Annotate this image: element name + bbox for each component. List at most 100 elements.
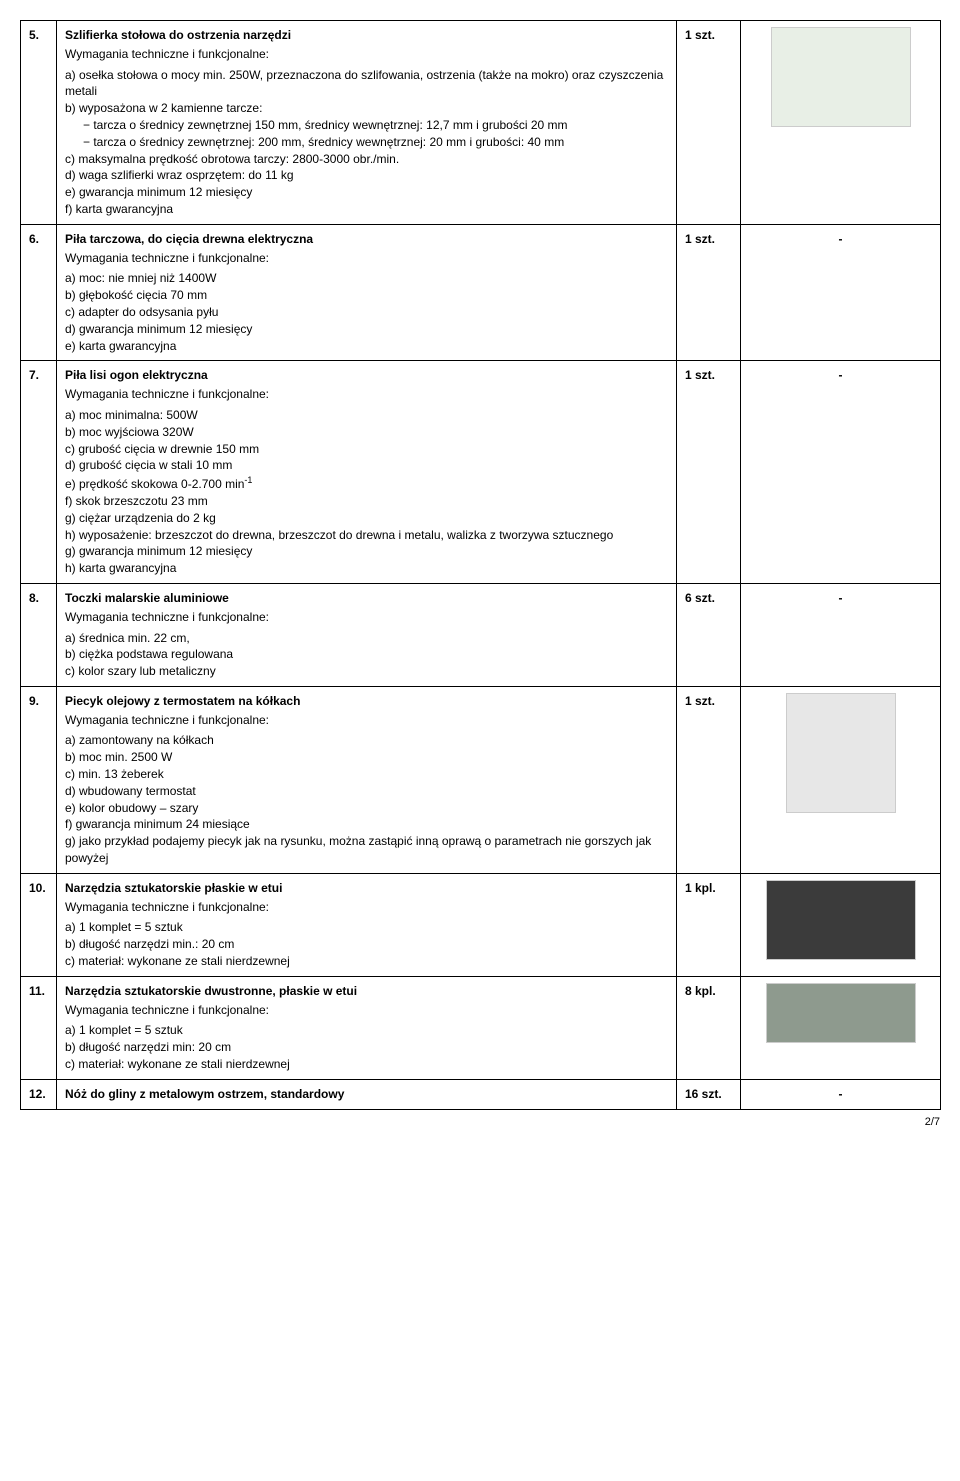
list-item: b) długość narzędzi min: 20 cm (65, 1039, 668, 1056)
row-description: Narzędzia sztukatorskie płaskie w etui Wy… (57, 873, 677, 976)
list-item: a) 1 komplet = 5 sztuk (65, 1022, 668, 1039)
row-image-cell (741, 21, 941, 225)
row-description: Narzędzia sztukatorskie dwustronne, płas… (57, 976, 677, 1079)
item-title: Piła tarczowa, do cięcia drewna elektryc… (65, 231, 668, 248)
item-subtitle: Wymagania techniczne i funkcjonalne: (65, 250, 668, 267)
list-item: b) ciężka podstawa regulowana (65, 646, 668, 663)
row-image-cell: - (741, 1079, 941, 1109)
list-item: a) średnica min. 22 cm, (65, 630, 668, 647)
item-subtitle: Wymagania techniczne i funkcjonalne: (65, 899, 668, 916)
row-description: Piła tarczowa, do cięcia drewna elektryc… (57, 224, 677, 361)
list-item: d) wbudowany termostat (65, 783, 668, 800)
row-description: Szlifierka stołowa do ostrzenia narzędzi… (57, 21, 677, 225)
row-number: 11. (21, 976, 57, 1079)
page-footer: 2/7 (20, 1116, 940, 1128)
row-quantity: 1 szt. (677, 21, 741, 225)
row-quantity: 1 szt. (677, 361, 741, 584)
item-title: Narzędzia sztukatorskie dwustronne, płas… (65, 983, 668, 1000)
list-item: c) materiał: wykonane ze stali nierdzewn… (65, 1056, 668, 1073)
item-title: Piecyk olejowy z termostatem na kółkach (65, 693, 668, 710)
list-item: c) min. 13 żeberek (65, 766, 668, 783)
item-list: a) moc: nie mniej niż 1400Wb) głębokość … (65, 270, 668, 354)
list-item: g) ciężar urządzenia do 2 kg (65, 510, 668, 527)
item-subtitle: Wymagania techniczne i funkcjonalne: (65, 46, 668, 63)
item-title: Toczki malarskie aluminiowe (65, 590, 668, 607)
list-item: e) kolor obudowy – szary (65, 800, 668, 817)
row-number: 9. (21, 686, 57, 873)
row-number: 12. (21, 1079, 57, 1109)
list-item: c) kolor szary lub metaliczny (65, 663, 668, 680)
row-quantity: 8 kpl. (677, 976, 741, 1079)
item-list: a) osełka stołowa o mocy min. 250W, prze… (65, 67, 668, 117)
list-item: g) gwarancja minimum 12 miesięcy (65, 543, 668, 560)
item-subtitle: Wymagania techniczne i funkcjonalne: (65, 609, 668, 626)
list-item: d) gwarancja minimum 12 miesięcy (65, 321, 668, 338)
row-quantity: 16 szt. (677, 1079, 741, 1109)
list-item: a) moc minimalna: 500W (65, 407, 668, 424)
row-number: 6. (21, 224, 57, 361)
list-item: e) prędkość skokowa 0-2.700 min-1 (65, 474, 668, 493)
table-row: 9.Piecyk olejowy z termostatem na kółkac… (21, 686, 941, 873)
row-image-cell (741, 976, 941, 1079)
list-item: h) wyposażenie: brzeszczot do drewna, br… (65, 527, 668, 544)
row-quantity: 1 kpl. (677, 873, 741, 976)
list-item: c) adapter do odsysania pyłu (65, 304, 668, 321)
list-item: c) maksymalna prędkość obrotowa tarczy: … (65, 151, 668, 168)
table-row: 10.Narzędzia sztukatorskie płaskie w etu… (21, 873, 941, 976)
item-image (766, 983, 916, 1043)
row-image-cell (741, 873, 941, 976)
list-item: b) moc wyjściowa 320W (65, 424, 668, 441)
page: 5.Szlifierka stołowa do ostrzenia narzęd… (20, 20, 940, 1128)
list-item: f) skok brzeszczotu 23 mm (65, 493, 668, 510)
row-quantity: 6 szt. (677, 583, 741, 686)
list-item: a) 1 komplet = 5 sztuk (65, 919, 668, 936)
row-image-cell: - (741, 224, 941, 361)
list-item: a) osełka stołowa o mocy min. 250W, prze… (65, 67, 668, 101)
list-item: c) grubość cięcia w drewnie 150 mm (65, 441, 668, 458)
list-item: b) długość narzędzi min.: 20 cm (65, 936, 668, 953)
row-quantity: 1 szt. (677, 224, 741, 361)
row-image-cell: - (741, 361, 941, 584)
list-item: e) gwarancja minimum 12 miesięcy (65, 184, 668, 201)
item-list: a) 1 komplet = 5 sztukb) długość narzędz… (65, 1022, 668, 1072)
list-item: tarcza o średnicy zewnętrznej: 200 mm, ś… (83, 134, 668, 151)
row-number: 5. (21, 21, 57, 225)
row-description: Piecyk olejowy z termostatem na kółkach W… (57, 686, 677, 873)
list-item: f) gwarancja minimum 24 miesiące (65, 816, 668, 833)
row-image-cell (741, 686, 941, 873)
table-row: 8.Toczki malarskie aluminioweWymagania t… (21, 583, 941, 686)
item-subtitle: Wymagania techniczne i funkcjonalne: (65, 1002, 668, 1019)
list-item: h) karta gwarancyjna (65, 560, 668, 577)
list-item: e) karta gwarancyjna (65, 338, 668, 355)
item-sublist: tarcza o średnicy zewnętrznej 150 mm, śr… (65, 117, 668, 151)
list-item: a) zamontowany na kółkach (65, 732, 668, 749)
item-image (771, 27, 911, 127)
table-row: 11. Narzędzia sztukatorskie dwustronne, p… (21, 976, 941, 1079)
table-row: 6. Piła tarczowa, do cięcia drewna elektr… (21, 224, 941, 361)
list-item: g) jako przykład podajemy piecyk jak na … (65, 833, 668, 867)
item-image (786, 693, 896, 813)
list-item: d) grubość cięcia w stali 10 mm (65, 457, 668, 474)
row-description: Piła lisi ogon elektrycznaWymagania tech… (57, 361, 677, 584)
item-title: Narzędzia sztukatorskie płaskie w etui (65, 880, 668, 897)
item-image (766, 880, 916, 960)
row-quantity: 1 szt. (677, 686, 741, 873)
list-item: f) karta gwarancyjna (65, 201, 668, 218)
row-description: Nóż do gliny z metalowym ostrzem, standa… (57, 1079, 677, 1109)
row-image-cell: - (741, 583, 941, 686)
spec-table: 5.Szlifierka stołowa do ostrzenia narzęd… (20, 20, 941, 1110)
item-subtitle: Wymagania techniczne i funkcjonalne: (65, 712, 668, 729)
row-number: 10. (21, 873, 57, 976)
table-row: 12.Nóż do gliny z metalowym ostrzem, sta… (21, 1079, 941, 1109)
item-list: e) prędkość skokowa 0-2.700 min-1 (65, 474, 668, 493)
list-item: d) waga szlifierki wraz osprzętem: do 11… (65, 167, 668, 184)
item-list: c) maksymalna prędkość obrotowa tarczy: … (65, 151, 668, 218)
list-item: a) moc: nie mniej niż 1400W (65, 270, 668, 287)
item-list: a) średnica min. 22 cm,b) ciężka podstaw… (65, 630, 668, 680)
list-item: b) głębokość cięcia 70 mm (65, 287, 668, 304)
list-item: c) materiał: wykonane ze stali nierdzewn… (65, 953, 668, 970)
item-title: Szlifierka stołowa do ostrzenia narzędzi (65, 27, 668, 44)
list-item: b) moc min. 2500 W (65, 749, 668, 766)
item-list: a) zamontowany na kółkachb) moc min. 250… (65, 732, 668, 866)
row-number: 7. (21, 361, 57, 584)
